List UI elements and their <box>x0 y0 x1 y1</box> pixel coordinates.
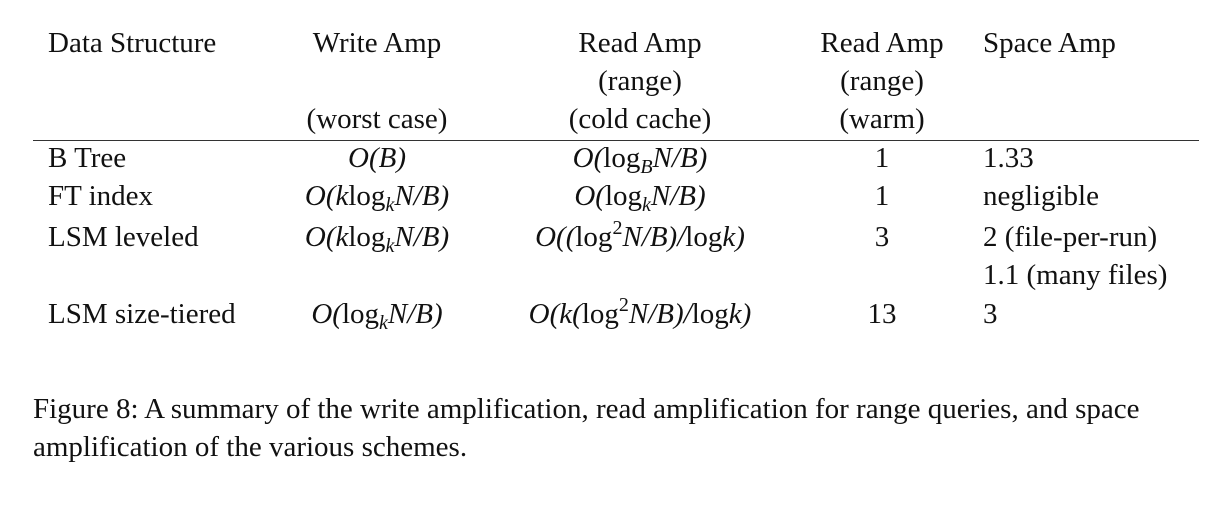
header-data-structure: Data Structure <box>48 27 217 59</box>
row-name: LSM size-tiered <box>48 298 236 330</box>
row-space-amp-line1: 2 (file-per-run) <box>983 221 1158 253</box>
row-write-amp: O(B) <box>348 142 406 174</box>
row-name: FT index <box>48 180 153 212</box>
header-write-amp-line3: (worst case) <box>306 103 448 135</box>
row-read-amp-warm: 13 <box>867 298 897 330</box>
row-space-amp: negligible <box>983 180 1099 212</box>
row-space-amp-line2: 1.1 (many files) <box>983 259 1168 291</box>
header-rule <box>33 140 1199 141</box>
row-read-amp-cold: O(logkN/B) <box>574 180 706 216</box>
row-space-amp: 1.33 <box>983 142 1034 174</box>
header-read-amp-cold-line1: Read Amp <box>578 27 702 59</box>
row-write-amp: O(klogkN/B) <box>304 221 450 257</box>
row-read-amp-cold: O((log2N/B)/logk) <box>535 217 745 253</box>
row-read-amp-warm: 1 <box>874 180 890 212</box>
header-read-amp-cold-line3: (cold cache) <box>568 103 712 135</box>
header-read-amp-warm-line1: Read Amp <box>820 27 944 59</box>
row-read-amp-cold: O(k(log2N/B)/logk) <box>528 294 752 330</box>
row-name: LSM leveled <box>48 221 199 253</box>
header-read-amp-cold-line2: (range) <box>598 65 682 97</box>
row-space-amp: 3 <box>983 298 998 330</box>
row-write-amp: O(logkN/B) <box>311 298 443 334</box>
header-read-amp-warm-line3: (warm) <box>839 103 925 135</box>
row-name: B Tree <box>48 142 127 174</box>
figure-caption: Figure 8: A summary of the write amplifi… <box>33 393 1140 463</box>
row-read-amp-warm: 3 <box>874 221 890 253</box>
header-write-amp-line1: Write Amp <box>312 27 442 59</box>
header-read-amp-warm-line2: (range) <box>840 65 924 97</box>
row-read-amp-warm: 1 <box>874 142 890 174</box>
row-read-amp-cold: O(logBN/B) <box>572 142 708 178</box>
row-write-amp: O(klogkN/B) <box>304 180 450 216</box>
header-space-amp: Space Amp <box>983 27 1116 59</box>
